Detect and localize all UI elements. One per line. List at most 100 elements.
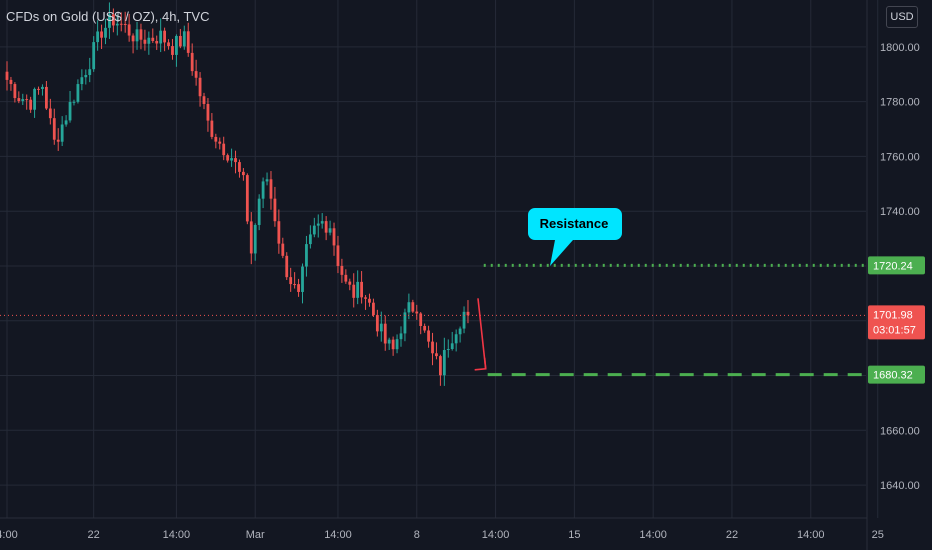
target-price-label: 1680.32: [873, 370, 913, 382]
candle-body: [415, 311, 419, 314]
candle-body: [344, 274, 348, 282]
candle-body: [218, 141, 222, 144]
chart-title: CFDs on Gold (US$ / OZ), 4h, TVC: [6, 9, 210, 24]
candle-body: [265, 179, 269, 182]
candle-body: [238, 162, 241, 172]
candle-body: [466, 311, 470, 316]
candle-body: [111, 14, 115, 26]
candle-body: [13, 84, 17, 99]
last-price-tag: [868, 305, 925, 340]
candle-body: [446, 349, 450, 351]
candle-body: [383, 323, 387, 344]
candle-body: [391, 339, 395, 350]
candle-body: [372, 302, 375, 316]
candle-body: [80, 77, 84, 85]
candle-body: [52, 118, 56, 140]
time-tick-label: 14:00: [482, 529, 510, 541]
candle-body: [48, 108, 52, 119]
arrow-shaft: [477, 298, 487, 369]
resistance-price-label: 1720.24: [873, 260, 913, 272]
candle-body: [17, 98, 21, 102]
time-tick-label: Mar: [246, 529, 265, 541]
callout-bubble: [528, 208, 622, 266]
candle-body: [5, 71, 9, 80]
candle-body: [419, 313, 423, 327]
candle-body: [68, 101, 72, 121]
candle-body: [25, 99, 29, 101]
candle-body: [64, 120, 68, 125]
candle-body: [403, 312, 407, 334]
candle-body: [190, 52, 194, 72]
candle-body: [178, 35, 182, 47]
candle-body: [324, 221, 328, 233]
candle-body: [139, 29, 143, 40]
resistance-price-tag: [868, 256, 925, 275]
last-price-label: 1701.98: [873, 309, 913, 321]
candle-body: [143, 39, 147, 44]
candle-body: [171, 46, 174, 55]
candle-body: [100, 31, 103, 38]
candle-body: [387, 339, 391, 344]
candle-body: [104, 27, 107, 38]
candle-body: [431, 341, 434, 354]
candle-body: [458, 328, 462, 335]
candle-body: [332, 228, 336, 246]
candle-body: [297, 284, 300, 292]
candle-body: [411, 302, 415, 312]
candle-body: [293, 284, 297, 286]
price-tick-label: 1800.00: [880, 42, 920, 54]
resistance-label: Resistance: [540, 216, 609, 231]
price-tick-label: 1660.00: [880, 425, 920, 437]
candle-body: [147, 37, 151, 44]
candle-body: [352, 284, 356, 298]
candle-body: [222, 143, 226, 156]
price-tick-label: 1740.00: [880, 206, 920, 218]
candle-body: [230, 158, 233, 161]
candle-body: [289, 277, 293, 285]
candle-body: [60, 124, 64, 142]
candle-body: [127, 24, 131, 36]
candle-body: [379, 323, 383, 332]
candle-body: [33, 88, 36, 110]
price-tick-label: 1780.00: [880, 97, 920, 109]
candle-body: [435, 353, 438, 357]
candle-body: [72, 101, 76, 103]
time-tick-label: 14:00: [163, 529, 191, 541]
candle-body: [375, 315, 379, 332]
time-tick-label: 14:00: [797, 529, 825, 541]
bar-countdown-label: 03:01:57: [873, 324, 916, 336]
time-tick-label: 22: [726, 529, 738, 541]
candle-body: [151, 37, 155, 41]
candlestick-series: [5, 2, 470, 386]
candle-body: [9, 79, 13, 85]
candle-body: [281, 243, 285, 256]
candle-body: [21, 99, 25, 102]
candle-body: [206, 103, 210, 121]
candle-body: [115, 23, 119, 26]
candle-body: [163, 30, 166, 43]
candle-body: [439, 356, 442, 376]
arrow-head: [474, 357, 487, 371]
candle-body: [88, 69, 92, 75]
price-axis[interactable]: 1640.001660.001680.001700.001720.001740.…: [866, 0, 925, 550]
candle-body: [76, 84, 80, 102]
time-axis[interactable]: 4:00 22 14:00 Mar 14:00 8 14:00 15 14:00 22 14:00 2…: [0, 517, 884, 541]
candle-body: [454, 334, 458, 344]
candle-body: [356, 281, 360, 298]
candle-body: [348, 281, 352, 285]
candle-body: [123, 23, 127, 25]
candle-body: [316, 223, 320, 226]
candle-body: [399, 333, 403, 340]
candle-body: [277, 221, 281, 244]
candle-body: [155, 40, 159, 44]
candle-body: [202, 96, 206, 104]
candle-body: [37, 88, 40, 90]
candle-body: [253, 224, 257, 254]
candle-body: [29, 99, 33, 110]
candle-body: [328, 228, 332, 233]
currency-button[interactable]: USD: [886, 6, 918, 28]
candle-body: [364, 297, 367, 299]
candle-body: [285, 255, 289, 278]
candle-body: [135, 29, 139, 42]
